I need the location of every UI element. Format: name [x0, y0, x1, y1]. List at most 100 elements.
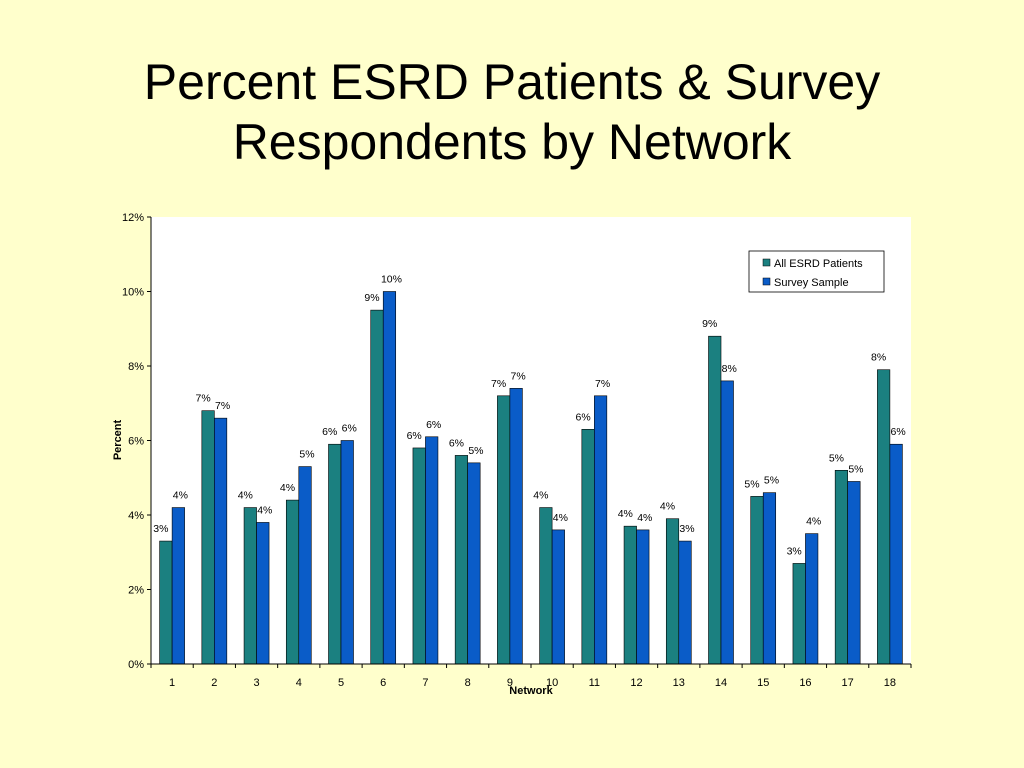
data-label: 10% [381, 274, 402, 286]
data-label: 6% [322, 426, 337, 438]
bar-survey-sample [636, 529, 650, 665]
bar-all-esrd-patients [285, 499, 300, 665]
data-label: 4% [533, 490, 548, 502]
data-label: 4% [280, 482, 295, 494]
data-label: 7% [195, 393, 210, 405]
bar-all-esrd-patients [877, 369, 891, 665]
data-label: 4% [238, 490, 253, 502]
x-tick-label: 3 [253, 677, 259, 689]
x-tick-label: 1 [169, 677, 175, 689]
slide-title: Percent ESRD Patients & Survey Responden… [0, 52, 1024, 172]
bar-all-esrd-patients [497, 395, 511, 665]
bar-survey-sample [889, 443, 903, 665]
y-tick-label: 8% [128, 361, 144, 373]
bar-survey-sample [762, 492, 777, 665]
bar-survey-sample [720, 380, 734, 665]
x-tick-label: 5 [338, 677, 344, 689]
data-label: 8% [722, 363, 737, 375]
x-tick-label: 13 [673, 677, 685, 689]
x-tick-label: 6 [380, 677, 386, 689]
bar-all-esrd-patients [708, 335, 722, 665]
data-label: 4% [553, 512, 568, 524]
bar-series: 3% 7% 4% 4% 6% 9% 6% 6% 7% 4% 6% 4% 4% 9% 5% 3% 5% 8% 4% 7%… [153, 274, 906, 665]
data-label: 7% [595, 378, 610, 390]
bar-all-esrd-patients [243, 507, 257, 665]
bar-all-esrd-patients [201, 410, 215, 665]
data-label: 5% [299, 449, 314, 461]
legend-swatch-all-esrd-patients [762, 258, 771, 267]
bar-all-esrd-patients [792, 563, 806, 665]
bar-survey-sample [425, 436, 439, 665]
legend-box [748, 250, 885, 293]
x-axis-title: Network [509, 685, 553, 697]
x-tick-label: 9 [507, 677, 513, 689]
y-tick-label: 12% [122, 212, 144, 224]
y-tick-label: 0% [128, 659, 144, 671]
bar-survey-sample [467, 462, 481, 665]
bar-all-esrd-patients [328, 443, 342, 665]
data-label: 4% [257, 504, 272, 516]
data-label: 3% [153, 523, 168, 535]
bar-all-esrd-patients [412, 447, 426, 665]
bar-survey-sample [298, 466, 312, 665]
legend-swatch-survey-sample [762, 277, 771, 286]
data-label: 6% [426, 419, 441, 431]
bar-survey-sample [509, 388, 523, 665]
data-label: 7% [215, 400, 230, 412]
x-tick-label: 18 [884, 677, 896, 689]
data-label: 9% [364, 292, 379, 304]
x-tick-label: 7 [422, 677, 428, 689]
y-axis-title: Percent [112, 419, 124, 460]
bar-survey-sample [256, 522, 270, 665]
data-label: 6% [575, 411, 590, 423]
bar-survey-sample [214, 417, 228, 665]
data-label: 7% [491, 378, 506, 390]
bar-all-esrd-patients [623, 525, 637, 665]
slide-title-line-1: Percent ESRD Patients & Survey [143, 54, 881, 110]
data-label: 4% [660, 501, 675, 513]
bar-survey-sample [382, 291, 397, 665]
bar-survey-sample [805, 533, 819, 665]
data-label: 4% [173, 490, 188, 502]
data-label: 9% [702, 318, 717, 330]
bar-survey-sample [340, 440, 354, 665]
slide-title-line-2: Respondents by Network [232, 114, 792, 170]
bar-survey-sample [594, 395, 608, 665]
legend-label-all-esrd-patients: All ESRD Patients [774, 258, 863, 270]
x-tick-label: 10 [546, 677, 558, 689]
x-tick-label: 17 [842, 677, 854, 689]
bar-all-esrd-patients [581, 429, 595, 665]
y-tick-label: 4% [128, 510, 144, 522]
y-axis-ticks: 0% 2% 4% 6% 8% 10% 12% [122, 212, 151, 671]
bar-all-esrd-patients [539, 507, 553, 665]
x-axis-ticks: 1 2 3 4 5 6 7 8 9 10 11 12 13 14 15 16 17 18 [150, 664, 912, 689]
x-tick-label: 12 [630, 677, 642, 689]
legend-label-survey-sample: Survey Sample [774, 277, 849, 289]
bar-all-esrd-patients [750, 496, 764, 665]
data-label: 3% [679, 523, 694, 535]
data-label: 4% [618, 508, 633, 520]
data-label: 4% [637, 512, 652, 524]
data-label: 6% [342, 423, 357, 435]
bar-all-esrd-patients [370, 309, 384, 665]
bar-survey-sample [551, 529, 565, 665]
data-label: 3% [787, 545, 802, 557]
y-tick-label: 6% [128, 436, 144, 448]
data-label: 5% [764, 475, 779, 487]
data-label: 5% [848, 463, 863, 475]
data-label: 8% [871, 352, 886, 364]
x-tick-label: 16 [799, 677, 811, 689]
data-label: 6% [407, 430, 422, 442]
bar-survey-sample [171, 507, 185, 665]
x-tick-label: 15 [757, 677, 769, 689]
x-tick-label: 8 [465, 677, 471, 689]
bar-survey-sample [678, 540, 692, 665]
x-tick-label: 2 [211, 677, 217, 689]
data-label: 6% [449, 437, 464, 449]
data-label: 5% [744, 478, 759, 490]
bar-all-esrd-patients [834, 469, 848, 665]
data-label: 4% [806, 516, 821, 528]
x-tick-label: 14 [715, 677, 727, 689]
y-tick-label: 2% [128, 585, 144, 597]
